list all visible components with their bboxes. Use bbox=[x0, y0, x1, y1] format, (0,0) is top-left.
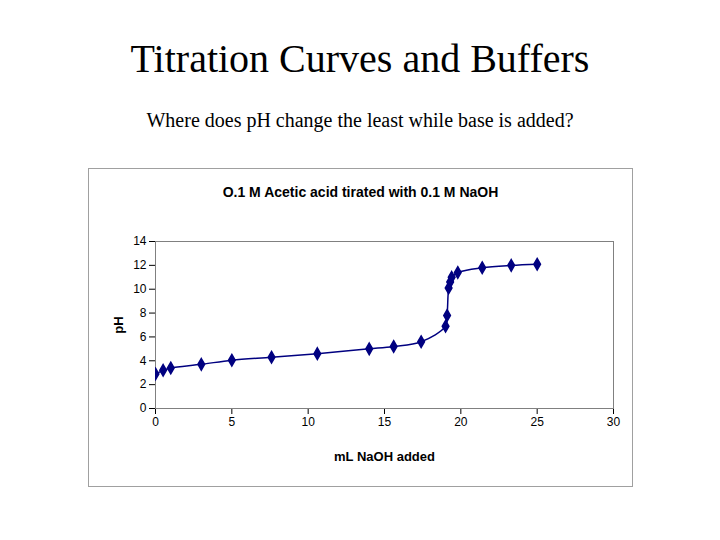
svg-text:6: 6 bbox=[140, 330, 147, 344]
svg-text:mL NaOH added: mL NaOH added bbox=[334, 449, 435, 464]
svg-text:20: 20 bbox=[454, 415, 468, 429]
html-text:Titration Curves and Buffers: Titration Curves and Buffers bbox=[130, 36, 590, 81]
svg-text:10: 10 bbox=[301, 415, 315, 429]
svg-text:8: 8 bbox=[140, 306, 147, 320]
html-text:O.1 M Acetic acid tirated with: O.1 M Acetic acid tirated with 0.1 M NaO… bbox=[222, 184, 499, 200]
svg-text:15: 15 bbox=[378, 415, 392, 429]
html-text:Where does pH change the least: Where does pH change the least while bas… bbox=[146, 109, 574, 131]
svg-text:30: 30 bbox=[607, 415, 621, 429]
svg-text:10: 10 bbox=[133, 282, 147, 296]
svg-text:pH: pH bbox=[111, 316, 126, 333]
svg-text:4: 4 bbox=[140, 354, 147, 368]
svg-text:0: 0 bbox=[140, 401, 147, 415]
svg-text:12: 12 bbox=[133, 258, 147, 272]
svg-text:5: 5 bbox=[228, 415, 235, 429]
svg-text:0: 0 bbox=[152, 415, 159, 429]
svg-text:2: 2 bbox=[140, 377, 147, 391]
svg-text:25: 25 bbox=[530, 415, 544, 429]
svg-text:14: 14 bbox=[133, 234, 147, 248]
